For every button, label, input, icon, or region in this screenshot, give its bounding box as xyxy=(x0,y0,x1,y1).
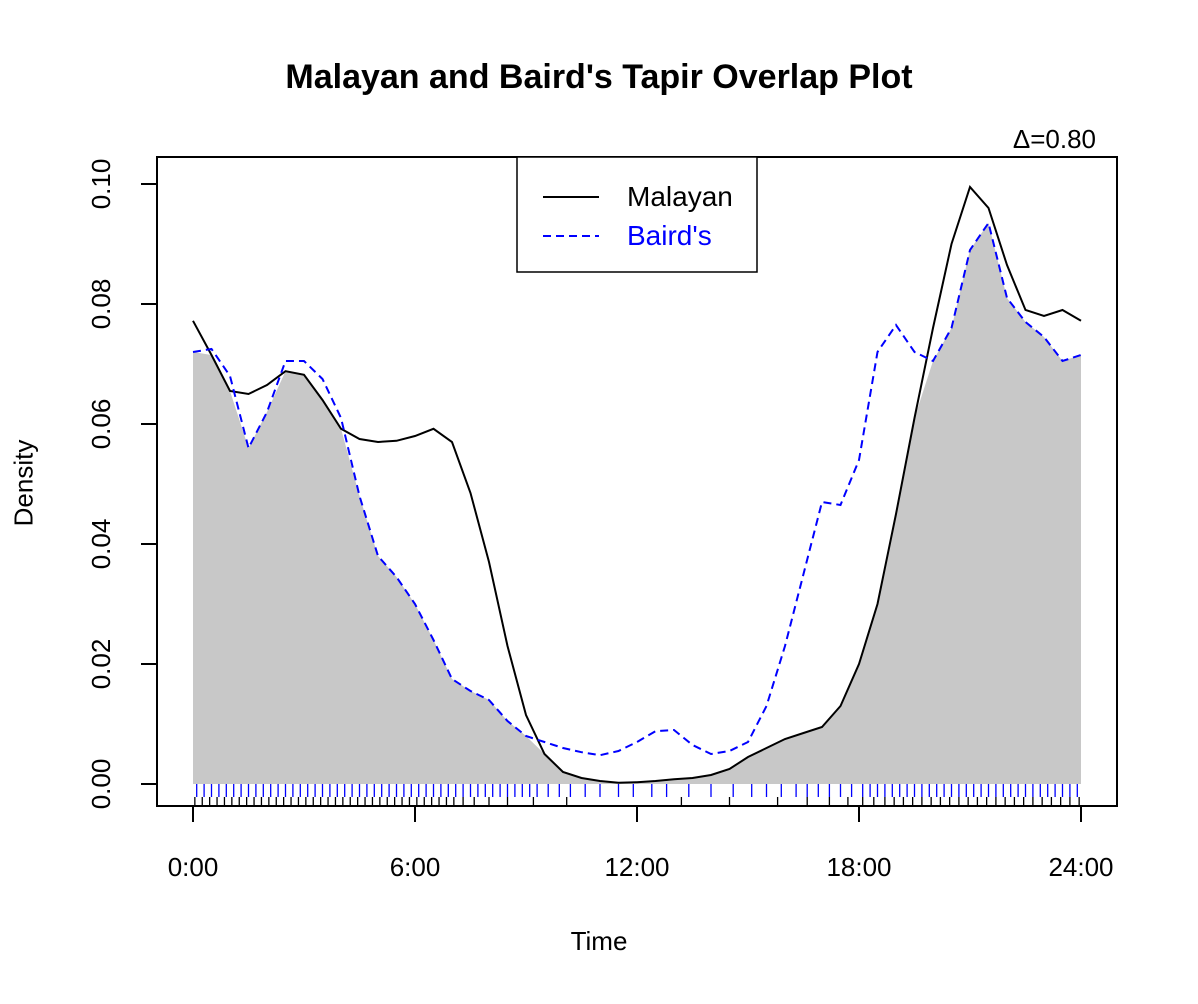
legend-box xyxy=(516,156,758,273)
y-tick-label: 0.08 xyxy=(86,279,116,330)
overlap-area xyxy=(193,223,1081,784)
rug-layer xyxy=(194,784,1080,806)
y-tick-label: 0.04 xyxy=(86,519,116,570)
chart-title: Malayan and Baird's Tapir Overlap Plot xyxy=(285,58,913,96)
legend: Malayan Baird's xyxy=(516,156,758,273)
x-axis-label: Time xyxy=(570,926,628,956)
series-line-bairds xyxy=(192,220,1082,757)
overlap-coefficient-label: Δ=0.80 xyxy=(1012,124,1096,154)
density-lines-layer xyxy=(192,185,1082,784)
x-tick-label: 0:00 xyxy=(168,852,219,882)
x-tick-label: 12:00 xyxy=(604,852,669,882)
y-tick-label: 0.10 xyxy=(86,159,116,210)
legend-label-malayan: Malayan xyxy=(627,181,733,212)
overlap-area-layer xyxy=(193,223,1081,784)
axes-layer: 0:00 6:00 12:00 18:00 24:00 0.00 0.02 0.04 0.06 0… xyxy=(86,159,1114,882)
x-tick-label: 24:00 xyxy=(1048,852,1113,882)
legend-label-bairds: Baird's xyxy=(627,220,712,251)
y-tick-label: 0.06 xyxy=(86,399,116,450)
series-line-malayan xyxy=(192,185,1082,784)
x-tick-label: 6:00 xyxy=(390,852,441,882)
y-tick-label: 0.02 xyxy=(86,639,116,690)
y-tick-label: 0.00 xyxy=(86,759,116,810)
x-tick-label: 18:00 xyxy=(826,852,891,882)
